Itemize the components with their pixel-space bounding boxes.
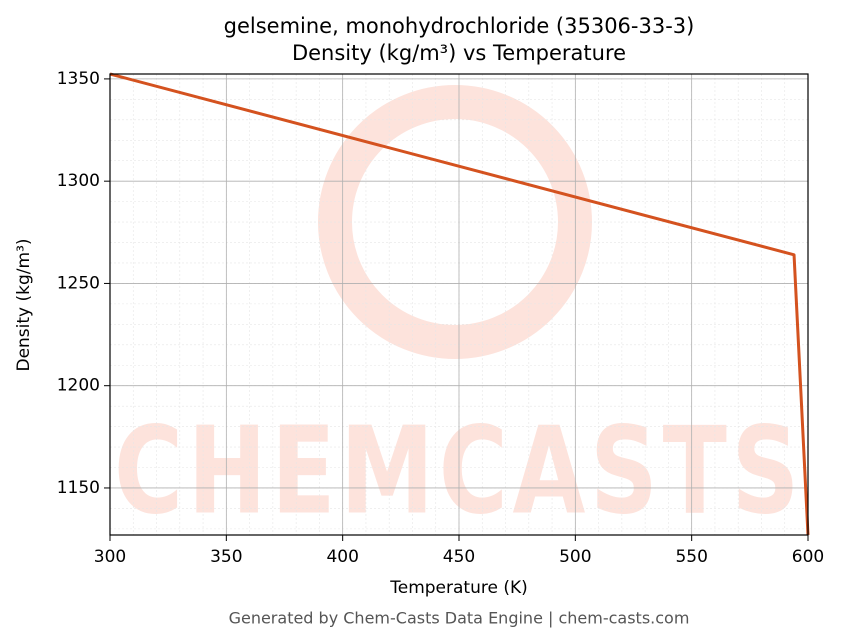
plot-frame: [109, 73, 809, 536]
footer: Generated by Chem-Casts Data Engine | ch…: [229, 609, 690, 628]
y-tick-label: 1150: [57, 478, 100, 498]
y-axis-label: Density (kg/m³): [14, 238, 34, 371]
x-tick-label: 400: [326, 547, 358, 567]
chart-subtitle: Density (kg/m³) vs Temperature: [292, 41, 626, 65]
y-tick-label: 1350: [57, 69, 100, 89]
x-tick-label: 300: [94, 547, 126, 567]
data-line: [109, 72, 810, 536]
chart-title: gelsemine, monohydrochloride (35306-33-3…: [224, 14, 695, 38]
watermark: CHEMCASTS: [114, 85, 804, 542]
x-tick-label: 500: [559, 547, 591, 567]
y-tick-label: 1300: [57, 171, 100, 191]
x-axis-label: Temperature (K): [389, 578, 528, 598]
watermark-text: CHEMCASTS: [114, 403, 804, 542]
x-tick-label: 550: [675, 547, 707, 567]
y-tick-label: 1250: [57, 273, 100, 293]
x-tick-label: 450: [443, 547, 475, 567]
x-tick-label: 600: [792, 547, 824, 567]
y-tick-label: 1200: [57, 376, 100, 396]
x-tick-label: 350: [210, 547, 242, 567]
